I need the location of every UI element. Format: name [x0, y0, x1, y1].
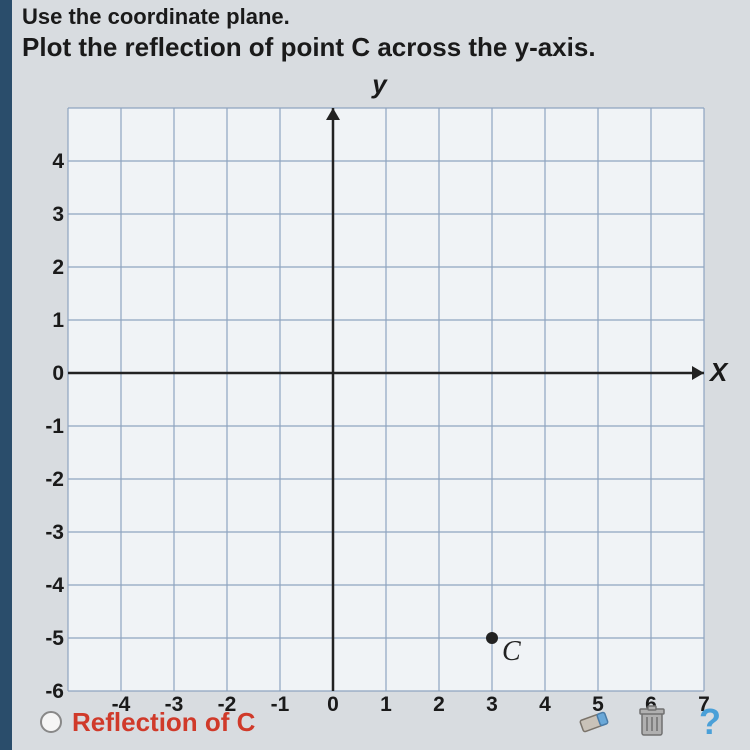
y-tick: -1 [36, 415, 64, 439]
reflection-radio[interactable] [40, 711, 62, 733]
tool-row: ? [574, 702, 730, 742]
trash-button[interactable] [632, 702, 672, 742]
footer-bar: Reflection of C ? [40, 702, 730, 742]
content-area: Use the coordinate plane. Plot the refle… [12, 0, 750, 721]
y-tick: 0 [36, 362, 64, 386]
coordinate-plane[interactable]: C X 43210-1-2-3-4-5-6-4-3-2-101234567 [36, 100, 740, 717]
y-tick: 1 [36, 309, 64, 333]
eraser-button[interactable] [574, 702, 614, 742]
y-tick: -2 [36, 468, 64, 492]
y-tick: -4 [36, 574, 64, 598]
y-tick: 3 [36, 203, 64, 227]
y-axis-label: y [67, 69, 692, 100]
y-tick: -5 [36, 627, 64, 651]
help-button[interactable]: ? [690, 702, 730, 742]
y-tick: -6 [36, 680, 64, 704]
prior-instruction: Use the coordinate plane. [22, 4, 740, 30]
y-tick: 4 [36, 150, 64, 174]
x-axis-label: X [710, 357, 727, 388]
reflection-control[interactable]: Reflection of C [40, 707, 255, 738]
svg-text:C: C [502, 636, 521, 667]
y-tick: 2 [36, 256, 64, 280]
reflection-label: Reflection of C [72, 707, 255, 738]
instruction-text: Plot the reflection of point C across th… [22, 32, 740, 63]
left-sidebar [0, 0, 12, 750]
y-tick: -3 [36, 521, 64, 545]
